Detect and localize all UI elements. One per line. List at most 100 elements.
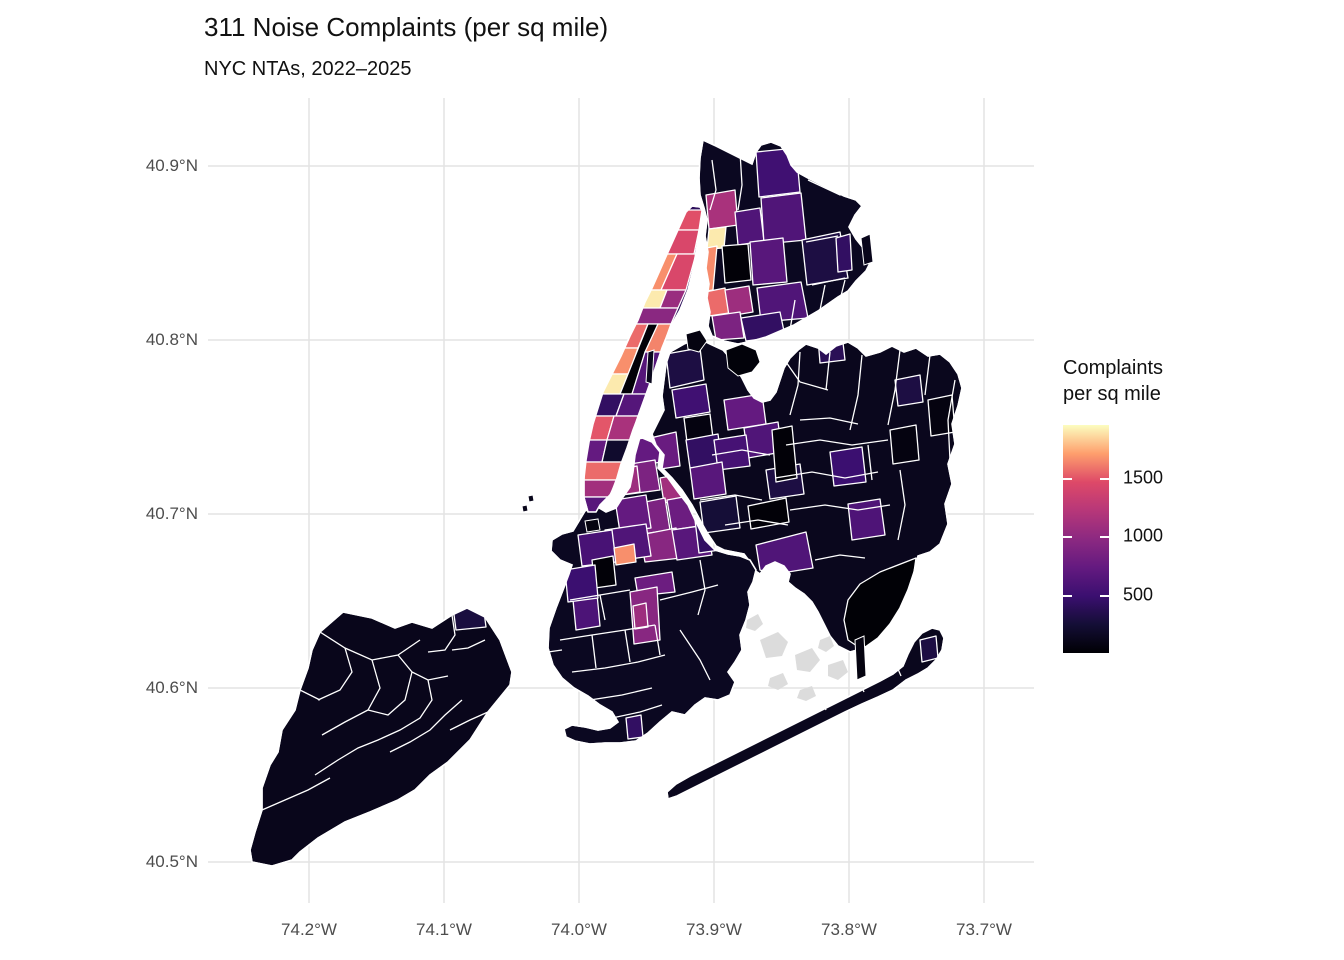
marsh-island [828, 660, 848, 680]
x-axis-tick-label: 73.8°W [821, 920, 877, 939]
borough-outline [249, 607, 513, 867]
nta-region [740, 311, 786, 342]
colorbar-tick-label: 1000 [1123, 525, 1164, 546]
nta-region [665, 347, 705, 389]
nta-region [919, 635, 939, 663]
x-axis-tick-label: 73.9°W [686, 920, 742, 939]
colorbar-legend: Complaints per sq mile 1500 1000 500 [1063, 356, 1263, 654]
nta-border [737, 151, 743, 211]
nta-border [299, 689, 321, 701]
nta-border [367, 671, 413, 716]
nta-region [564, 564, 599, 603]
nta-border [825, 351, 831, 391]
colorbar-tick [1100, 595, 1109, 598]
nta-border [819, 284, 826, 311]
roosevelt-island [645, 349, 655, 385]
nta-border [789, 299, 796, 331]
marsh-island [746, 614, 763, 631]
nta-border [654, 624, 661, 656]
colorbar-gradient [1063, 425, 1109, 654]
nta-border [427, 614, 456, 653]
nta-border [789, 504, 891, 511]
nta-border [897, 469, 906, 541]
nta-border [397, 654, 449, 681]
randalls-island [685, 329, 708, 353]
nta-border [699, 494, 763, 501]
nta-border [724, 519, 789, 526]
y-axis-tick-label: 40.9°N [145, 156, 198, 175]
nta-region [614, 494, 652, 533]
nta-region [617, 465, 641, 496]
nta-region [713, 434, 751, 471]
x-axis-tick-label: 74.2°W [281, 920, 337, 939]
nta-border [887, 349, 901, 426]
borough-outline [651, 337, 963, 653]
y-axis-tick-label: 40.6°N [145, 678, 198, 697]
nta-border [699, 751, 707, 767]
x-axis-tick-label: 73.7°W [956, 920, 1012, 939]
nta-region [633, 307, 679, 325]
nta-border [947, 379, 956, 461]
nta-border [624, 629, 631, 663]
nta-region [829, 446, 867, 487]
city-island [860, 233, 874, 266]
colorbar-tick-label: 500 [1123, 584, 1154, 605]
nta-region [671, 383, 711, 419]
nta-border [611, 704, 663, 719]
colorbar-tick [1063, 595, 1072, 598]
nta-region [771, 425, 798, 483]
x-axis-tick-label: 74.0°W [551, 920, 607, 939]
nta-border [591, 634, 597, 669]
nta-border [697, 559, 706, 616]
nta-border [814, 554, 866, 561]
y-axis-tick-label: 40.7°N [145, 504, 198, 523]
laguardia-airport [725, 343, 761, 377]
nta-region [584, 479, 618, 498]
colorbar-tick [1063, 478, 1072, 481]
nta-region [889, 424, 920, 465]
nta-border [261, 777, 331, 811]
borough-bronx [699, 140, 872, 344]
nta-border [785, 439, 889, 446]
nta-border [785, 361, 829, 391]
borough-outline [583, 205, 704, 513]
nta-border [779, 713, 787, 729]
nta-border [849, 354, 863, 431]
marsh-island [818, 636, 834, 652]
page-title: 311 Noise Complaints (per sq mile) [204, 12, 609, 42]
governors-island [584, 518, 601, 533]
legend-title: Complaints per sq mile [1063, 357, 1164, 405]
nta-border [679, 629, 711, 681]
nta-region [724, 285, 754, 317]
plot-subtitle: NYC NTAs, 2022–2025 [204, 58, 412, 80]
nta-border [711, 449, 771, 456]
nta-region [835, 233, 853, 273]
nta-border [449, 711, 489, 731]
nta-border [317, 647, 353, 701]
borough-outline [698, 138, 873, 345]
nta-region [817, 338, 846, 364]
nta-region [755, 147, 801, 198]
liberty-island [521, 504, 529, 513]
nta-region [699, 495, 741, 534]
marsh-island [768, 673, 788, 690]
colorbar: 1500 1000 500 [1063, 425, 1263, 654]
nta-border [571, 654, 666, 673]
nta-region [625, 714, 644, 740]
colorbar-tick-label: 1500 [1123, 467, 1164, 488]
nta-region [632, 602, 649, 630]
nta-border [774, 471, 879, 479]
marsh-island [760, 632, 788, 658]
nta-border [739, 732, 747, 748]
borough-outline [666, 627, 945, 801]
nta-border [709, 159, 717, 211]
nta-region [711, 311, 745, 341]
nta-border [867, 444, 873, 481]
nta-region [452, 608, 487, 631]
nta-region [749, 237, 788, 286]
nta-border [589, 687, 653, 701]
colorbar-tick [1100, 478, 1109, 481]
nta-region [689, 461, 727, 500]
nta-border [548, 649, 563, 653]
nta-border [811, 277, 846, 286]
